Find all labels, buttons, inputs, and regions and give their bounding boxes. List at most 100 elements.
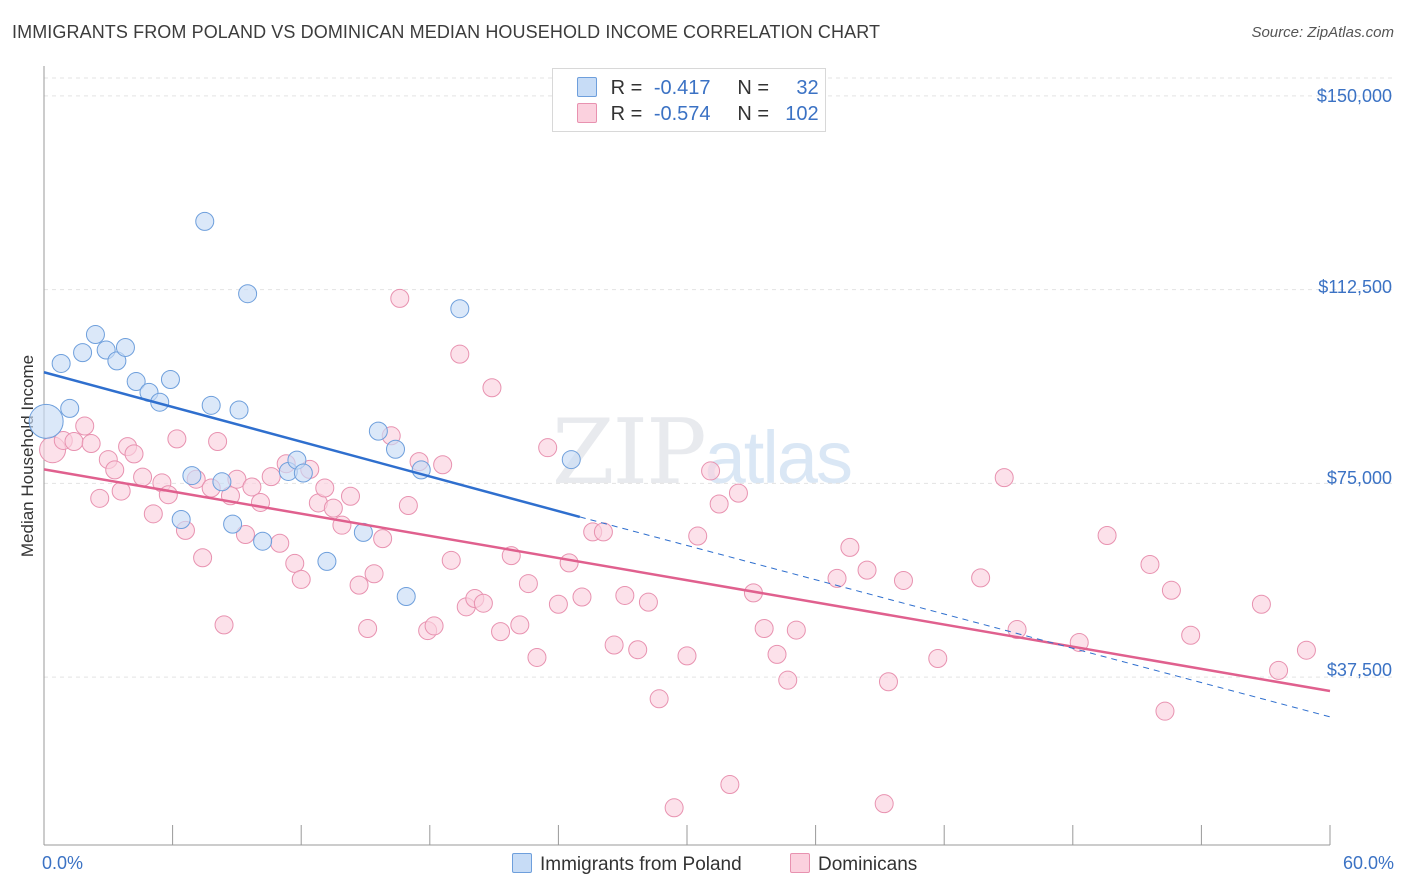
- legend-n-value: 32: [796, 77, 819, 99]
- dominican-point: [1296, 640, 1316, 660]
- poland-point: [396, 586, 416, 606]
- dominican-point: [786, 620, 806, 640]
- dominican-point: [398, 496, 418, 516]
- dominican-point: [572, 587, 592, 607]
- dominican-point: [527, 647, 547, 667]
- dominican-point: [971, 568, 991, 588]
- dominican-point: [90, 488, 110, 508]
- dominican-point: [878, 672, 898, 692]
- dominican-point: [510, 615, 530, 635]
- dominican-point: [340, 486, 360, 506]
- dominican-point: [291, 569, 311, 589]
- chart-title: IMMIGRANTS FROM POLAND VS DOMINICAN MEDI…: [12, 22, 881, 42]
- dominican-point: [64, 431, 84, 451]
- dominican-point: [270, 533, 290, 553]
- dominican-point: [701, 461, 721, 481]
- dominican-point: [538, 438, 558, 458]
- dominican-point: [518, 574, 538, 594]
- poland-point: [85, 325, 105, 345]
- dominican-point: [285, 553, 305, 573]
- dominican-point: [1140, 554, 1160, 574]
- poland-point: [126, 372, 146, 392]
- legend-r-label: R =: [610, 77, 643, 99]
- dominican-point: [778, 670, 798, 690]
- dominican-point: [261, 467, 281, 487]
- dominican-point: [242, 477, 262, 497]
- dominican-point: [491, 622, 511, 642]
- dominican-point: [1251, 594, 1271, 614]
- dominican-point: [767, 644, 787, 664]
- x-tick-label-max: 60.0%: [1342, 853, 1394, 873]
- dominican-point: [158, 485, 178, 505]
- poland-point: [160, 369, 180, 389]
- x-tick-label-min: 0.0%: [42, 853, 84, 873]
- dominican-point: [193, 548, 213, 568]
- dominican-point: [559, 553, 579, 573]
- poland-point: [51, 353, 71, 373]
- dominican-point: [75, 416, 95, 436]
- poland-point: [28, 403, 64, 439]
- poland-point: [60, 398, 80, 418]
- dominican-point: [1097, 526, 1117, 546]
- dominican-point: [323, 498, 343, 518]
- dominican-point: [604, 635, 624, 655]
- poland-trend-extension: [579, 516, 1331, 718]
- legend-r-value: -0.417: [653, 77, 711, 99]
- dominican-point: [433, 455, 453, 475]
- legend-r-value: -0.574: [653, 103, 711, 125]
- legend-r-label: R =: [610, 103, 643, 125]
- poland-point: [73, 343, 93, 363]
- legend-swatch-blue: [512, 853, 532, 873]
- legend-n-label: N =: [737, 103, 770, 125]
- poland-point: [368, 421, 388, 441]
- dominican-point: [473, 593, 493, 613]
- poland-point: [115, 337, 135, 357]
- legend-row-poland: R = -0.417 N = 32: [577, 77, 819, 101]
- y-tick-label: $75,000: [1326, 468, 1392, 488]
- dominican-point: [928, 648, 948, 668]
- dominican-point: [214, 615, 234, 635]
- poland-point: [195, 211, 215, 231]
- poland-point: [561, 450, 581, 470]
- poland-point: [229, 400, 249, 420]
- legend-label-poland: Immigrants from Poland: [540, 854, 742, 875]
- dominican-trend-line: [43, 468, 1331, 693]
- dominican-point: [994, 468, 1014, 488]
- watermark: ZIPatlas: [552, 400, 853, 505]
- poland-point: [450, 299, 470, 319]
- dominican-point: [649, 689, 669, 709]
- dominican-point: [373, 529, 393, 549]
- y-tick-label: $112,500: [1318, 277, 1392, 297]
- dominican-point: [638, 592, 658, 612]
- legend-n-value: 102: [785, 103, 819, 125]
- dominican-point: [1155, 701, 1175, 721]
- poland-point: [212, 472, 232, 492]
- legend-row-dominicans: R = -0.574 N = 102: [577, 103, 819, 127]
- dominican-point: [615, 585, 635, 605]
- poland-point: [317, 551, 337, 571]
- poland-point: [223, 514, 243, 534]
- poland-point: [238, 284, 258, 304]
- dominican-point: [593, 522, 613, 542]
- legend-label-dominicans: Dominicans: [818, 854, 918, 875]
- dominican-point: [208, 431, 228, 451]
- dominican-point: [364, 564, 384, 584]
- dominican-point: [827, 568, 847, 588]
- dominican-point: [133, 467, 153, 487]
- legend-swatch-pink: [577, 103, 597, 123]
- poland-trend-line: [43, 371, 581, 519]
- legend-n-label: N =: [737, 77, 770, 99]
- watermark-atlas: atlas: [704, 416, 853, 499]
- chart-source: Source: ZipAtlas.com: [1251, 24, 1394, 41]
- dominican-point: [874, 794, 894, 814]
- poland-point: [201, 395, 221, 415]
- dominican-point: [105, 460, 125, 480]
- dominican-point: [664, 798, 684, 818]
- dominican-point: [857, 560, 877, 580]
- dominican-point: [81, 434, 101, 454]
- dominican-point: [688, 526, 708, 546]
- poland-point: [293, 463, 313, 483]
- poland-point: [386, 439, 406, 459]
- dominican-point: [1161, 580, 1181, 600]
- dominican-point: [893, 570, 913, 590]
